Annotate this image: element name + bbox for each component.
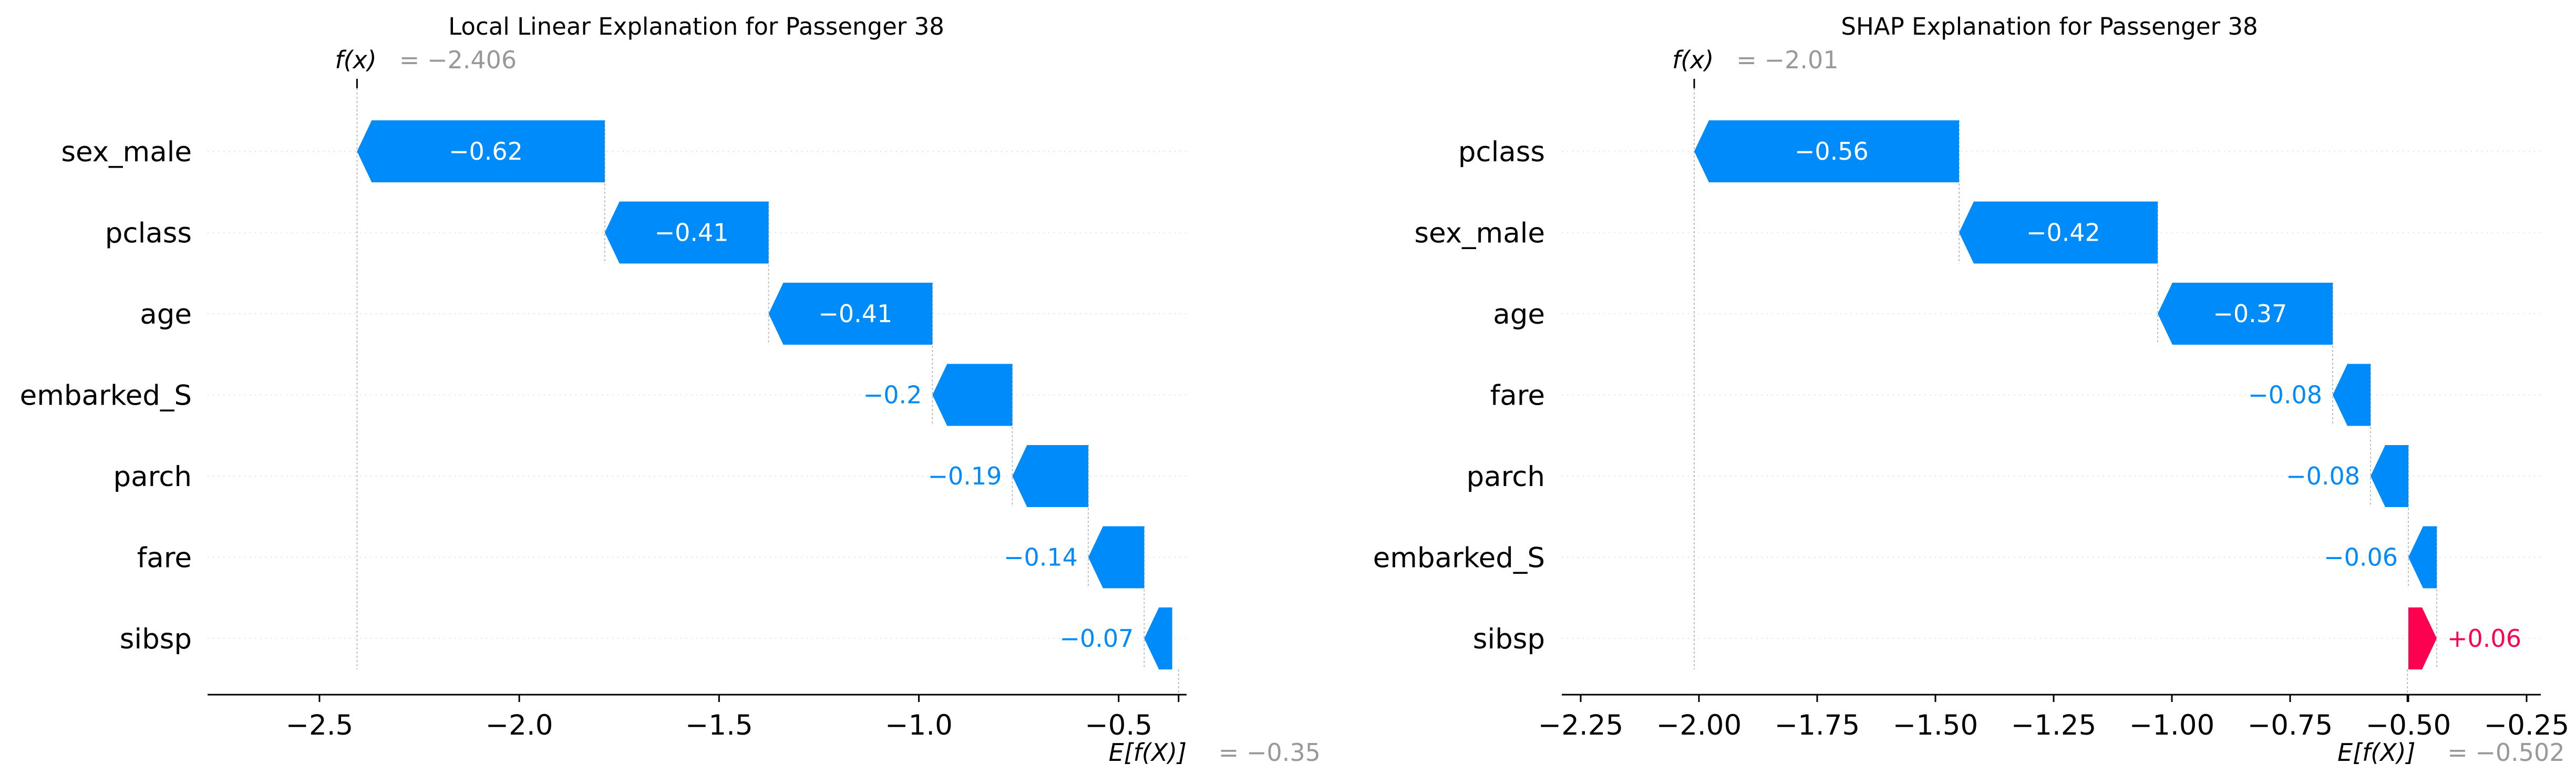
feature-label-0-4: parch (114, 461, 192, 493)
bar-0-fare (1088, 526, 1145, 589)
value-label-0-6: −0.07 (1059, 624, 1134, 653)
fx-value-1: = −2.01 (1736, 46, 1838, 74)
x-tick-label-1-3: −1.50 (1893, 709, 1978, 741)
x-tick-label-0-0: −2.5 (286, 709, 354, 741)
x-tick-label-1-8: −0.25 (2484, 709, 2569, 741)
bar-1-pclass (1694, 120, 1959, 182)
bar-1-parch (2371, 445, 2408, 507)
base-label-1: E[f(X)] (2337, 738, 2416, 767)
bar-1-fare (2333, 364, 2371, 426)
feature-label-1-1: sex_male (1414, 218, 1545, 250)
feature-label-0-1: pclass (105, 218, 192, 250)
value-label-1-4: −0.08 (2286, 462, 2360, 490)
x-tick-label-0-3: −1.0 (885, 709, 953, 741)
base-value-1: = −0.502 (2447, 738, 2564, 767)
value-label-0-1: −0.41 (655, 219, 729, 247)
feature-label-1-4: parch (1467, 461, 1545, 493)
bar-0-parch (1012, 445, 1088, 507)
base-label-0: E[f(X)] (1109, 738, 1187, 767)
bar-1-sibsp (2408, 607, 2437, 669)
bar-0-sex_male (357, 120, 605, 182)
value-label-0-3: −0.2 (863, 381, 922, 409)
x-tick-label-1-4: −1.25 (2011, 709, 2096, 741)
bar-0-sibsp (1144, 607, 1172, 669)
feature-label-1-3: fare (1490, 380, 1545, 412)
feature-label-1-0: pclass (1458, 136, 1545, 168)
x-tick-label-1-2: −1.75 (1775, 709, 1860, 741)
fx-label-0: f(x) (335, 46, 376, 74)
value-label-0-2: −0.41 (818, 300, 892, 328)
value-label-1-6: +0.06 (2447, 624, 2521, 653)
x-tick-label-1-0: −2.25 (1538, 709, 1623, 741)
x-tick-label-1-6: −0.75 (2248, 709, 2333, 741)
value-label-1-0: −0.56 (1795, 137, 1869, 166)
value-label-0-5: −0.14 (1004, 543, 1078, 572)
chart-title-1: SHAP Explanation for Passenger 38 (1841, 13, 2258, 40)
bar-1-age (2158, 283, 2333, 345)
chart-title-0: Local Linear Explanation for Passenger 3… (448, 13, 944, 40)
value-label-0-0: −0.62 (449, 137, 523, 166)
bar-0-pclass (604, 201, 769, 264)
feature-label-1-6: sibsp (1473, 623, 1545, 655)
fx-value-0: = −2.406 (399, 46, 517, 74)
feature-label-0-0: sex_male (61, 136, 192, 168)
feature-label-1-5: embarked_S (1373, 542, 1545, 574)
x-tick-label-0-4: −0.5 (1085, 709, 1152, 741)
value-label-1-3: −0.08 (2248, 381, 2322, 409)
value-label-1-1: −0.42 (2026, 219, 2100, 247)
bar-1-sex_male (1959, 201, 2158, 264)
fx-label-1: f(x) (1672, 46, 1714, 74)
x-tick-label-1-7: −0.50 (2366, 709, 2451, 741)
value-label-1-5: −0.06 (2324, 543, 2398, 572)
bar-0-embarked_S (932, 364, 1013, 426)
x-tick-label-0-2: −1.5 (685, 709, 753, 741)
x-tick-label-1-1: −2.00 (1656, 709, 1742, 741)
feature-label-1-2: age (1493, 298, 1545, 331)
feature-label-0-6: sibsp (120, 623, 192, 655)
feature-label-0-2: age (140, 298, 192, 331)
x-tick-label-0-1: −2.0 (486, 709, 553, 741)
base-value-0: = −0.35 (1219, 738, 1321, 767)
bar-1-embarked_S (2408, 526, 2437, 589)
x-tick-label-1-5: −1.00 (2129, 709, 2214, 741)
feature-label-0-3: embarked_S (20, 380, 192, 412)
feature-label-0-5: fare (137, 542, 192, 574)
value-label-1-2: −0.37 (2213, 300, 2287, 328)
bar-0-age (768, 283, 933, 345)
value-label-0-4: −0.19 (928, 462, 1002, 490)
